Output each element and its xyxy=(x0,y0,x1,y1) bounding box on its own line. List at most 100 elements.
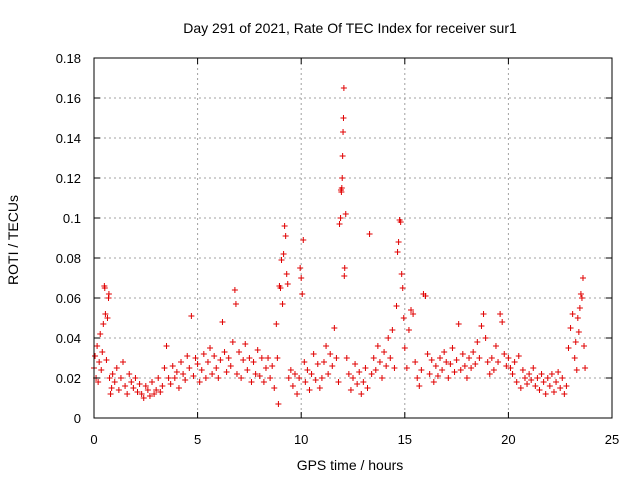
data-point xyxy=(250,359,257,365)
data-point xyxy=(441,349,448,355)
data-point xyxy=(563,383,570,389)
data-point xyxy=(567,325,574,331)
data-point xyxy=(136,381,143,387)
data-point xyxy=(350,375,356,381)
data-point xyxy=(173,369,180,375)
data-point xyxy=(403,365,410,371)
data-point xyxy=(426,371,433,377)
data-point xyxy=(186,365,193,371)
y-tick-label: 0.04 xyxy=(56,331,81,346)
data-point xyxy=(430,379,437,385)
data-point xyxy=(495,359,502,365)
data-point xyxy=(503,363,510,369)
data-point xyxy=(105,291,112,297)
data-point xyxy=(399,285,406,291)
data-point xyxy=(340,115,347,121)
data-point xyxy=(358,391,365,397)
data-point xyxy=(381,349,388,355)
x-tick-label: 15 xyxy=(398,432,412,447)
data-point xyxy=(405,327,412,333)
data-point xyxy=(126,371,133,377)
data-point xyxy=(345,371,352,377)
data-point xyxy=(366,231,373,237)
data-point xyxy=(213,365,220,371)
data-point xyxy=(488,355,495,361)
data-point xyxy=(341,265,348,271)
data-point xyxy=(301,359,308,365)
data-point xyxy=(124,391,131,397)
y-tick-label: 0.16 xyxy=(56,91,81,106)
data-point xyxy=(117,375,124,381)
data-point xyxy=(581,343,588,349)
data-point xyxy=(178,359,185,365)
plot-frame xyxy=(93,57,613,419)
data-point xyxy=(200,351,207,357)
data-point xyxy=(538,371,545,377)
y-tick-label: 0.08 xyxy=(56,251,81,266)
data-point xyxy=(280,251,287,257)
data-point xyxy=(492,343,499,349)
data-point xyxy=(576,305,583,311)
data-point xyxy=(389,327,396,333)
data-point xyxy=(400,315,407,321)
data-point xyxy=(575,329,582,335)
chart-title: Day 291 of 2021, Rate Of TEC Index for r… xyxy=(183,20,517,36)
data-point xyxy=(99,349,106,355)
data-point xyxy=(397,219,404,225)
data-point xyxy=(457,367,464,373)
data-point xyxy=(94,343,101,349)
data-point xyxy=(223,369,230,375)
data-point xyxy=(287,367,294,373)
data-point xyxy=(490,367,497,373)
data-point xyxy=(171,375,178,381)
data-point xyxy=(360,379,367,385)
data-point xyxy=(113,365,120,371)
data-point xyxy=(486,371,493,377)
data-point xyxy=(339,175,346,181)
y-tick-label: 0.1 xyxy=(63,211,81,226)
data-point xyxy=(572,339,579,345)
data-point xyxy=(449,345,456,351)
data-point xyxy=(478,323,485,329)
data-point xyxy=(418,367,425,373)
data-point xyxy=(215,375,222,381)
data-point xyxy=(240,357,247,363)
data-point xyxy=(548,371,555,377)
data-point xyxy=(248,379,255,385)
data-point xyxy=(209,371,216,377)
data-point xyxy=(296,375,303,381)
data-point xyxy=(163,343,170,349)
data-point xyxy=(362,365,369,371)
data-point xyxy=(109,371,116,377)
data-point xyxy=(455,321,462,327)
data-point xyxy=(182,377,189,383)
data-point xyxy=(434,373,441,379)
data-point xyxy=(320,359,327,365)
data-point xyxy=(232,301,239,307)
data-point xyxy=(188,313,195,319)
data-point xyxy=(225,355,232,361)
data-point xyxy=(497,311,504,317)
data-point xyxy=(453,357,460,363)
data-point xyxy=(398,271,405,277)
data-point xyxy=(282,233,289,239)
data-point xyxy=(96,359,103,365)
data-point xyxy=(138,391,145,397)
data-point xyxy=(577,291,584,297)
data-point xyxy=(202,375,209,381)
data-point xyxy=(401,345,408,351)
data-point xyxy=(342,211,349,217)
data-point xyxy=(561,391,568,397)
data-point xyxy=(424,351,431,357)
data-point xyxy=(550,389,557,395)
x-tick-label: 10 xyxy=(294,432,308,447)
data-point xyxy=(461,363,468,369)
data-point xyxy=(299,291,306,297)
data-point xyxy=(128,379,135,385)
data-point xyxy=(555,369,562,375)
data-point xyxy=(294,391,301,397)
data-point xyxy=(521,375,528,381)
data-point xyxy=(316,385,323,391)
data-point xyxy=(122,383,129,389)
data-point xyxy=(304,367,311,373)
